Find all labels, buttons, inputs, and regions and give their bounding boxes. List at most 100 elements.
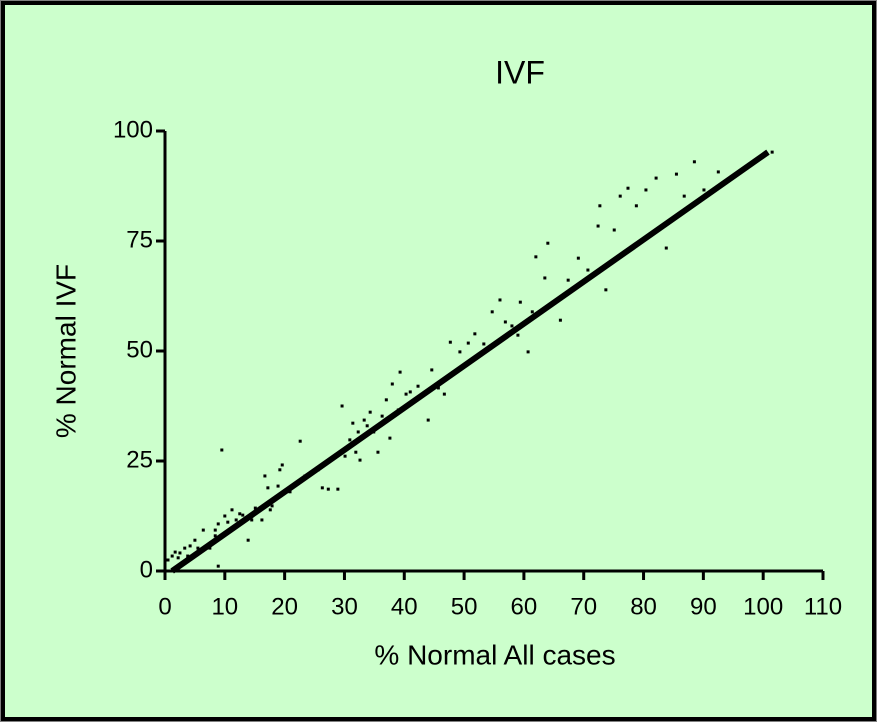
scatter-point: [376, 450, 380, 454]
scatter-point: [388, 436, 392, 440]
y-tick-label: 100: [113, 116, 153, 143]
scatter-point: [173, 550, 177, 554]
scatter-point: [220, 448, 224, 452]
scatter-point: [380, 414, 384, 418]
scatter-point: [178, 551, 182, 555]
scatter-point: [516, 333, 520, 337]
scatter-point: [674, 172, 678, 176]
scatter-point: [510, 324, 514, 328]
scatter-point: [263, 474, 267, 478]
scatter-point: [586, 268, 590, 272]
y-tick-label: 25: [126, 446, 153, 473]
scatter-point: [482, 342, 486, 346]
x-tick-label: 50: [451, 593, 478, 620]
x-tick-label: 0: [158, 593, 171, 620]
scatter-point: [343, 454, 347, 458]
scatter-point: [692, 160, 696, 164]
scatter-point: [534, 255, 538, 259]
scatter-point: [163, 546, 167, 550]
scatter-point: [702, 188, 706, 192]
x-axis-label: % Normal All cases: [374, 639, 615, 670]
scatter-point: [336, 487, 340, 491]
scatter-point: [226, 520, 230, 524]
scatter-point: [186, 554, 190, 558]
scatter-point: [716, 170, 720, 174]
scatter-point: [280, 463, 284, 467]
scatter-point: [253, 506, 257, 510]
scatter-point: [598, 204, 602, 208]
scatter-point: [503, 320, 507, 324]
scatter-point: [196, 546, 200, 550]
scatter-point: [260, 518, 264, 522]
scatter-point: [596, 224, 600, 228]
y-axis-label: % Normal IVF: [50, 264, 81, 438]
scatter-point: [213, 534, 217, 538]
x-tick-label: 110: [804, 593, 842, 620]
scatter-point: [612, 228, 616, 232]
scatter-point: [365, 424, 369, 428]
x-tick-label: 80: [630, 593, 657, 620]
scatter-point: [448, 340, 452, 344]
scatter-point: [430, 368, 434, 372]
chart-title: IVF: [495, 54, 545, 90]
scatter-point: [770, 150, 774, 154]
scatter-point: [436, 386, 440, 390]
x-tick-label: 100: [743, 593, 783, 620]
fit-line: [170, 149, 770, 574]
x-tick-label: 70: [570, 593, 597, 620]
scatter-point: [416, 384, 420, 388]
scatter-point: [634, 204, 638, 208]
scatter-point: [216, 564, 220, 568]
scatter-point: [326, 487, 330, 491]
scatter-point: [390, 382, 394, 386]
scatter-point: [626, 186, 630, 190]
scatter-point: [213, 528, 217, 532]
scatter-point: [426, 418, 430, 422]
scatter-point: [358, 458, 362, 462]
scatter-point: [276, 484, 280, 488]
scatter-point: [384, 398, 388, 402]
scatter-point: [576, 256, 580, 260]
scatter-point: [682, 194, 686, 198]
scatter-point: [278, 468, 282, 472]
scatter-point: [216, 522, 220, 526]
scatter-point: [404, 392, 408, 396]
scatter-point: [266, 486, 270, 490]
scatter-point: [340, 404, 344, 408]
scatter-point: [518, 300, 522, 304]
scatter-point: [604, 288, 608, 292]
scatter-point: [246, 538, 250, 542]
scatter-point: [354, 450, 358, 454]
scatter-point: [230, 508, 234, 512]
scatter-point: [408, 390, 412, 394]
y-tick-label: 75: [126, 226, 153, 253]
scatter-point: [166, 558, 170, 562]
scatter-point: [188, 544, 192, 548]
scatter-point: [250, 518, 254, 522]
scatter-point: [270, 504, 274, 508]
scatter-point: [320, 486, 324, 490]
x-tick-label: 30: [331, 593, 358, 620]
scatter-point: [193, 538, 197, 542]
scatter-point: [618, 194, 622, 198]
scatter-point: [526, 350, 530, 354]
scatter-point: [170, 554, 174, 558]
scatter-point: [473, 332, 477, 336]
scatter-point: [644, 188, 648, 192]
scatter-point: [466, 341, 470, 345]
x-tick-label: 10: [211, 593, 238, 620]
x-tick-label: 60: [511, 593, 538, 620]
scatter-point: [234, 518, 238, 522]
scatter-point: [362, 418, 366, 422]
scatter-point: [268, 508, 272, 512]
scatter-point: [543, 276, 547, 280]
x-tick-label: 90: [690, 593, 717, 620]
scatter-point: [241, 513, 245, 517]
scatter-point: [368, 410, 372, 414]
scatter-point: [176, 556, 180, 560]
scatter-point: [654, 176, 658, 180]
scatter-point: [546, 241, 550, 245]
